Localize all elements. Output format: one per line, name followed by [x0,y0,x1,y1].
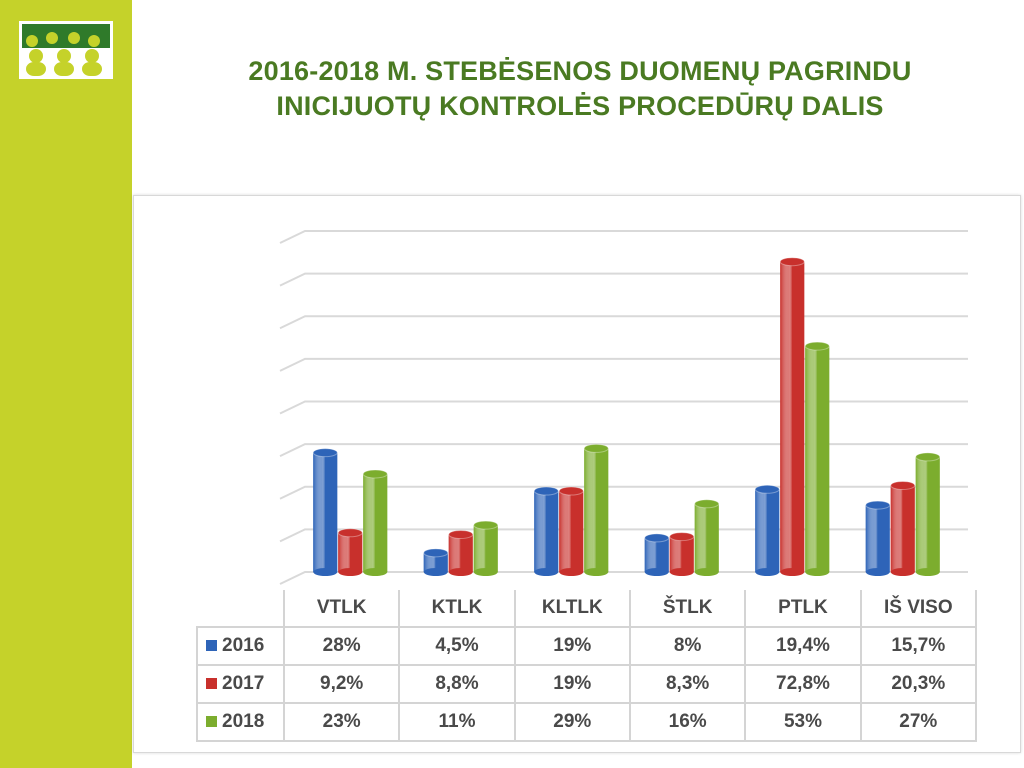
legend-label: 2017 [222,673,265,694]
bar-2018-IŠ VISO [915,452,941,576]
data-label-2017-ŠTLK: 8,3% [628,664,747,704]
gridline [279,528,968,543]
gridline [279,443,968,458]
bar-2017-VTLK [337,528,363,576]
sidebar-accent-bar [0,0,132,768]
tick-label-PTLK: PTLK [744,590,862,628]
data-table: VTLK KTLK KLTLK ŠTLK PTLK IŠ VISO 2016 28% 4,5% 1… [196,590,977,742]
bar-2017-KTLK [448,529,474,576]
legend-label: 2016 [222,635,265,656]
bar-2017-PTLK [779,257,805,576]
bar-2016-PTLK [754,484,780,576]
data-label-2018-PTLK: 53% [744,702,862,742]
legend-entry-2016: 2016 [196,626,285,666]
bar-2017-ŠTLK [669,532,695,576]
data-label-2018-KTLK: 11% [398,702,516,742]
gridline [279,357,968,372]
data-label-2018-KLTLK: 29% [513,702,631,742]
table-corner [197,590,285,628]
bar-2016-IŠ VISO [865,500,891,576]
tick-label-KTLK: KTLK [398,590,516,628]
data-label-2016-PTLK: 19,4% [744,626,862,666]
data-label-2016-ŠTLK: 8% [628,626,747,666]
bar-2018-VTLK [362,469,388,576]
legend-label: 2018 [222,711,265,732]
bar-2018-KTLK [473,520,499,576]
bar-2018-ŠTLK [694,499,720,576]
slide-title-line-1: 2016-2018 M. STEBĖSENOS DUOMENŲ PAGRINDU [248,56,912,86]
legend-swatch [206,640,217,651]
legend-entry-2017: 2017 [196,664,285,704]
tick-label-KLTLK: KLTLK [513,590,631,628]
bar-2016-KLTLK [533,486,559,576]
bar-2018-PTLK [804,341,830,576]
data-label-2016-IŠ VISO: 15,7% [859,626,977,666]
gridline [279,230,968,244]
data-label-2016-KLTLK: 19% [513,626,631,666]
people-group-logo-icon [19,21,113,79]
gridline [279,272,968,287]
tick-label-ŠTLK: ŠTLK [628,590,747,628]
gridline [279,485,968,500]
data-label-2016-VTLK: 28% [282,626,401,666]
data-label-2017-KLTLK: 19% [513,664,631,704]
slide-title-line-2: INICIJUOTŲ KONTROLĖS PROCEDŪRŲ DALIS [276,91,884,121]
data-label-2017-KTLK: 8,8% [398,664,516,704]
gridline [279,571,968,585]
data-label-2017-VTLK: 9,2% [282,664,401,704]
slide-title: 2016-2018 M. STEBĖSENOS DUOMENŲ PAGRINDU… [160,54,1000,124]
tick-label-IŠ VISO: IŠ VISO [859,590,977,628]
gridline [279,315,968,330]
legend-swatch [206,678,217,689]
table-row: 2018 23% 11% 29% 16% 53% 27% [196,702,977,742]
legend-swatch [206,716,217,727]
data-label-2018-ŠTLK: 16% [628,702,747,742]
bar-2017-KLTLK [558,486,584,576]
gridline [279,400,968,415]
bar-2017-IŠ VISO [890,480,916,576]
bar-2018-KLTLK [583,443,609,576]
legend-entry-2018: 2018 [196,702,285,742]
data-label-2016-KTLK: 4,5% [398,626,516,666]
table-row: 2016 28% 4,5% 19% 8% 19,4% 15,7% [196,626,977,666]
data-label-2018-VTLK: 23% [282,702,401,742]
table-row: 2017 9,2% 8,8% 19% 8,3% 72,8% 20,3% [196,664,977,704]
data-label-2017-PTLK: 72,8% [744,664,862,704]
tick-label-VTLK: VTLK [282,590,401,628]
data-label-2018-IŠ VISO: 27% [859,702,977,742]
bar-2016-KTLK [423,548,449,576]
data-label-2017-IŠ VISO: 20,3% [859,664,977,704]
bar-2016-VTLK [312,448,338,576]
bar-2016-ŠTLK [644,533,670,576]
